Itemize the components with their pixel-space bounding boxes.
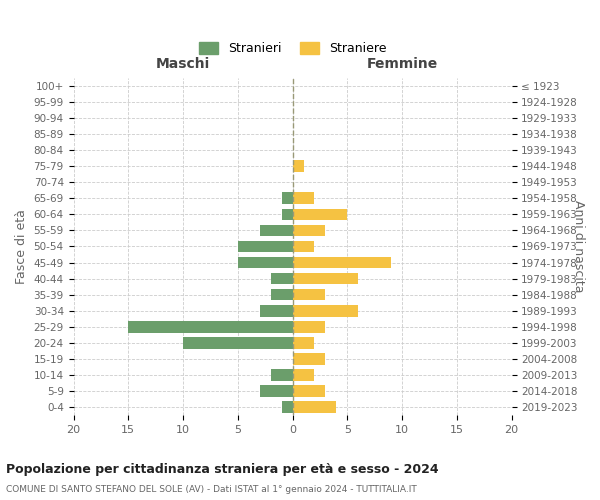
Legend: Stranieri, Straniere: Stranieri, Straniere	[194, 36, 391, 60]
Bar	[293, 289, 325, 300]
Y-axis label: Anni di nascita: Anni di nascita	[572, 200, 585, 292]
Bar	[271, 273, 293, 284]
Bar	[293, 192, 314, 204]
Bar	[293, 305, 358, 316]
Bar	[293, 337, 314, 348]
Text: Femmine: Femmine	[367, 57, 437, 71]
Bar	[293, 257, 391, 268]
Bar	[293, 386, 325, 397]
Bar	[293, 224, 325, 236]
Bar	[128, 321, 293, 332]
Bar	[271, 289, 293, 300]
Bar	[293, 353, 325, 365]
Bar	[238, 240, 293, 252]
Bar	[260, 224, 293, 236]
Bar	[183, 337, 293, 348]
Bar	[293, 208, 347, 220]
Bar	[293, 370, 314, 381]
Bar	[293, 402, 337, 413]
Bar	[281, 402, 293, 413]
Bar	[260, 305, 293, 316]
Bar	[271, 370, 293, 381]
Bar	[238, 257, 293, 268]
Text: Popolazione per cittadinanza straniera per età e sesso - 2024: Popolazione per cittadinanza straniera p…	[6, 462, 439, 475]
Bar	[281, 192, 293, 204]
Bar	[260, 386, 293, 397]
Bar	[293, 160, 304, 172]
Text: Maschi: Maschi	[156, 57, 210, 71]
Bar	[293, 240, 314, 252]
Y-axis label: Fasce di età: Fasce di età	[15, 209, 28, 284]
Bar	[293, 321, 325, 332]
Bar	[281, 208, 293, 220]
Bar	[293, 273, 358, 284]
Text: COMUNE DI SANTO STEFANO DEL SOLE (AV) - Dati ISTAT al 1° gennaio 2024 - TUTTITAL: COMUNE DI SANTO STEFANO DEL SOLE (AV) - …	[6, 485, 417, 494]
